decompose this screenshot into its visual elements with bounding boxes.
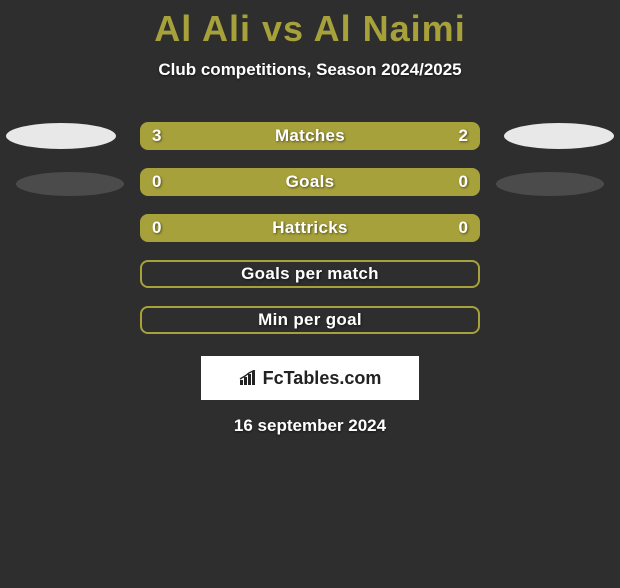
stat-left-value: 0	[152, 218, 161, 238]
stat-bar: 0 Goals 0	[140, 168, 480, 196]
stat-bar: Min per goal	[140, 306, 480, 334]
stat-right-value: 0	[459, 172, 468, 192]
stat-label: Min per goal	[258, 310, 362, 330]
stat-label: Matches	[275, 126, 345, 146]
page-title: Al Ali vs Al Naimi	[0, 8, 620, 50]
stat-right-value: 2	[459, 126, 468, 146]
stat-right-value: 0	[459, 218, 468, 238]
stat-label: Hattricks	[272, 218, 347, 238]
chart-icon	[239, 370, 259, 386]
stat-label: Goals	[286, 172, 335, 192]
left-oval	[16, 172, 124, 196]
right-oval	[496, 172, 604, 196]
subtitle: Club competitions, Season 2024/2025	[0, 60, 620, 80]
brand-label: FcTables.com	[263, 368, 382, 389]
row-goals-per-match: Goals per match	[0, 254, 620, 300]
stat-bar: 0 Hattricks 0	[140, 214, 480, 242]
brand-text: FcTables.com	[239, 368, 382, 389]
row-matches: 3 Matches 2	[0, 116, 620, 162]
stat-left-value: 3	[152, 126, 161, 146]
row-min-per-goal: Min per goal	[0, 300, 620, 346]
row-goals: 0 Goals 0	[0, 162, 620, 208]
stat-label: Goals per match	[241, 264, 379, 284]
comparison-rows: 3 Matches 2 0 Goals 0 0 Hattricks 0 Goal…	[0, 116, 620, 346]
stat-bar: 3 Matches 2	[140, 122, 480, 150]
stat-left-value: 0	[152, 172, 161, 192]
right-oval	[504, 123, 614, 149]
row-hattricks: 0 Hattricks 0	[0, 208, 620, 254]
date-label: 16 september 2024	[0, 416, 620, 436]
left-oval	[6, 123, 116, 149]
stat-bar: Goals per match	[140, 260, 480, 288]
brand-box: FcTables.com	[201, 356, 419, 400]
